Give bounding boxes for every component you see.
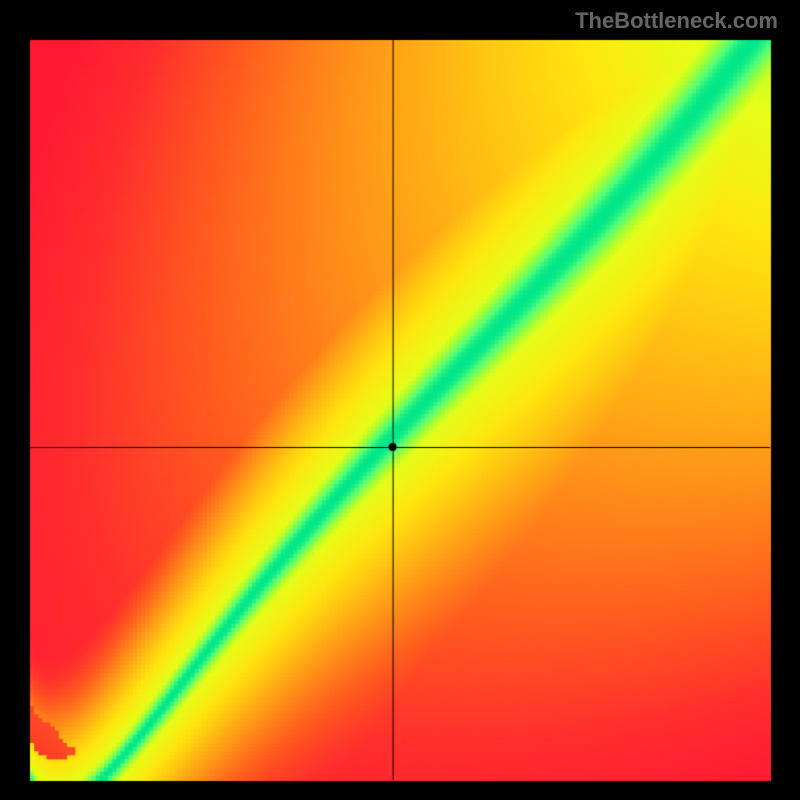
bottleneck-heatmap bbox=[0, 0, 800, 800]
chart-container: TheBottleneck.com bbox=[0, 0, 800, 800]
watermark-text: TheBottleneck.com bbox=[575, 8, 778, 34]
